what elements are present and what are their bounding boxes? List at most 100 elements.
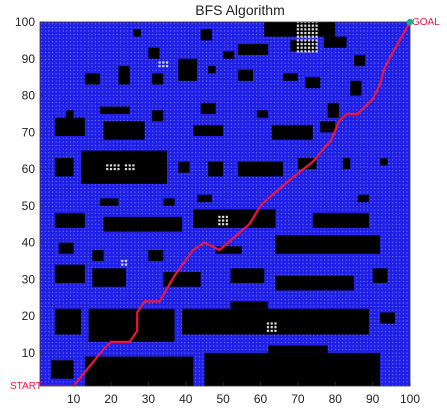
explored-cell bbox=[274, 322, 277, 325]
explored-cell bbox=[315, 39, 318, 42]
obstacle-block bbox=[353, 55, 366, 67]
obstacle-block bbox=[148, 47, 160, 59]
explored-cell bbox=[315, 28, 318, 31]
obstacle-block bbox=[178, 161, 190, 173]
y-tick-label: 80 bbox=[22, 89, 36, 103]
x-axis: 10 20 30 40 50 60 70 80 90 100 bbox=[67, 382, 420, 406]
explored-cell bbox=[304, 35, 307, 38]
explored-cell bbox=[270, 322, 273, 325]
obstacle-block bbox=[148, 249, 164, 261]
explored-cell bbox=[124, 164, 128, 167]
explored-cell bbox=[304, 42, 307, 46]
explored-cell bbox=[300, 50, 303, 53]
obstacle-block bbox=[230, 301, 268, 309]
explored-cell-patch bbox=[124, 164, 135, 171]
explored-cell bbox=[124, 263, 128, 266]
explored-cell bbox=[296, 39, 299, 42]
obstacle-block bbox=[204, 352, 381, 386]
obstacle-block bbox=[200, 102, 216, 114]
obstacle-block bbox=[290, 40, 317, 52]
explored-cell bbox=[218, 219, 221, 222]
explored-cell bbox=[304, 50, 307, 53]
explored-cell bbox=[218, 223, 221, 226]
explored-cell bbox=[307, 39, 311, 42]
explored-cell bbox=[266, 322, 270, 325]
explored-cell-patch bbox=[121, 259, 128, 266]
bfs-path-line bbox=[40, 22, 410, 386]
path-layer bbox=[40, 22, 410, 386]
explored-cell bbox=[304, 31, 307, 35]
explored-cell bbox=[300, 39, 303, 42]
obstacle-block bbox=[215, 246, 242, 254]
x-tick-label: 40 bbox=[179, 392, 193, 406]
explored-cell bbox=[300, 42, 303, 46]
obstacle-block bbox=[152, 110, 164, 122]
obstacle-block bbox=[92, 268, 126, 287]
explored-cell bbox=[311, 42, 314, 46]
explored-cell bbox=[304, 24, 307, 27]
obstacle-block bbox=[327, 102, 339, 118]
obstacle-block bbox=[271, 124, 313, 140]
y-axis: 10 20 30 40 50 60 70 80 90 100 bbox=[15, 15, 44, 360]
obstacle-block bbox=[81, 150, 168, 184]
obstacle-block bbox=[305, 77, 321, 89]
obstacle-block bbox=[380, 312, 396, 324]
obstacle-block bbox=[223, 51, 235, 59]
explored-cell bbox=[132, 167, 135, 171]
explored-cell bbox=[222, 219, 225, 222]
explored-cell bbox=[311, 46, 314, 49]
x-tick-label: 60 bbox=[254, 392, 268, 406]
obstacle-block bbox=[103, 216, 183, 232]
explored-cell bbox=[300, 24, 303, 27]
obstacle-block bbox=[88, 308, 175, 342]
explored-cell bbox=[270, 329, 273, 332]
explored-cell bbox=[270, 326, 273, 329]
explored-cell bbox=[311, 50, 314, 53]
obstacle-block bbox=[196, 194, 212, 203]
explored-cell bbox=[300, 46, 303, 49]
explored-cell bbox=[109, 164, 113, 167]
obstacle-block bbox=[372, 268, 388, 284]
explored-cell bbox=[158, 65, 161, 68]
explored-cell bbox=[315, 50, 318, 53]
x-tick-label: 80 bbox=[329, 392, 343, 406]
obstacle-block bbox=[99, 198, 119, 206]
explored-cell bbox=[300, 22, 303, 24]
y-tick-label: 60 bbox=[22, 162, 36, 176]
explored-cell bbox=[124, 167, 128, 171]
obstacle-block bbox=[312, 213, 369, 228]
x-tick-label: 30 bbox=[142, 392, 156, 406]
explored-cell bbox=[113, 167, 116, 171]
explored-cell bbox=[222, 215, 225, 218]
explored-cell bbox=[307, 42, 311, 46]
explored-cell bbox=[117, 164, 120, 167]
explored-cell-patch bbox=[158, 61, 169, 68]
explored-cell bbox=[307, 28, 311, 31]
obstacle-block bbox=[54, 158, 74, 177]
obstacle-block bbox=[178, 58, 197, 81]
obstacle-block bbox=[238, 161, 283, 177]
explored-cell bbox=[296, 28, 299, 31]
explored-cell bbox=[304, 22, 307, 24]
explored-cell bbox=[315, 22, 318, 24]
explored-cell bbox=[158, 61, 161, 64]
obstacle-block bbox=[256, 110, 268, 118]
explored-cells-layer bbox=[106, 22, 318, 332]
explored-cell bbox=[296, 50, 299, 53]
obstacle-block bbox=[320, 121, 336, 133]
x-tick-label: 50 bbox=[216, 392, 230, 406]
obstacle-block bbox=[92, 249, 104, 261]
explored-cell bbox=[274, 326, 277, 329]
explored-cell bbox=[121, 259, 124, 263]
obstacle-block bbox=[324, 36, 347, 48]
explored-cell bbox=[315, 24, 318, 27]
explored-cell bbox=[109, 167, 113, 171]
explored-cell bbox=[296, 22, 299, 24]
explored-cell bbox=[311, 31, 314, 35]
explored-cell bbox=[128, 167, 131, 171]
obstacle-block bbox=[99, 106, 130, 114]
explored-cell bbox=[117, 167, 120, 171]
x-tick-label: 100 bbox=[400, 392, 420, 406]
obstacle-block bbox=[350, 80, 362, 96]
obstacle-block bbox=[275, 235, 381, 254]
